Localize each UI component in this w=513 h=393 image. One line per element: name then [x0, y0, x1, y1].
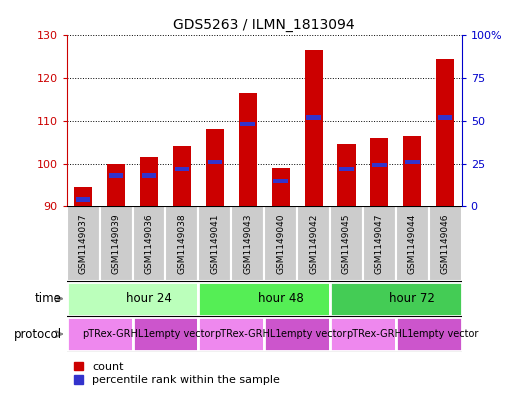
Text: GSM1149047: GSM1149047 — [375, 213, 384, 274]
Bar — [429, 206, 462, 281]
Text: GSM1149044: GSM1149044 — [408, 213, 417, 274]
Bar — [132, 317, 199, 351]
Bar — [305, 50, 323, 206]
Bar — [241, 122, 255, 127]
Bar — [403, 136, 421, 206]
Text: empty vector: empty vector — [281, 329, 346, 339]
Bar — [405, 160, 420, 164]
Bar — [173, 147, 191, 206]
Bar — [372, 163, 387, 167]
Bar — [208, 160, 222, 164]
Bar — [396, 206, 429, 281]
Bar — [436, 59, 455, 206]
Bar — [273, 178, 288, 183]
Text: GSM1149040: GSM1149040 — [276, 213, 285, 274]
Text: hour 24: hour 24 — [126, 292, 172, 305]
Bar — [306, 115, 321, 119]
Title: GDS5263 / ILMN_1813094: GDS5263 / ILMN_1813094 — [173, 18, 355, 31]
Bar — [297, 206, 330, 281]
Bar — [142, 173, 156, 178]
Bar — [338, 144, 356, 206]
Bar — [165, 206, 199, 281]
Text: GSM1149043: GSM1149043 — [243, 213, 252, 274]
Text: GSM1149039: GSM1149039 — [111, 213, 121, 274]
Text: hour 48: hour 48 — [258, 292, 304, 305]
Bar — [107, 163, 125, 206]
Bar — [264, 317, 330, 351]
Bar — [174, 167, 189, 171]
Bar — [67, 317, 132, 351]
Text: protocol: protocol — [13, 327, 62, 341]
Bar — [363, 206, 396, 281]
Bar — [370, 138, 388, 206]
Text: GSM1149045: GSM1149045 — [342, 213, 351, 274]
Bar — [199, 282, 330, 316]
Text: pTRex-GRHL1: pTRex-GRHL1 — [214, 329, 282, 339]
Bar — [109, 173, 123, 178]
Bar — [330, 206, 363, 281]
Bar — [206, 129, 224, 206]
Bar — [132, 206, 165, 281]
Text: GSM1149041: GSM1149041 — [210, 213, 220, 274]
Bar — [271, 168, 290, 206]
Bar — [239, 93, 257, 206]
Bar — [67, 282, 199, 316]
Bar — [231, 206, 264, 281]
Text: empty vector: empty vector — [149, 329, 214, 339]
Text: hour 72: hour 72 — [389, 292, 435, 305]
Bar — [140, 157, 158, 206]
Bar — [67, 206, 100, 281]
Bar — [339, 167, 354, 171]
Bar — [330, 317, 396, 351]
Text: GSM1149038: GSM1149038 — [177, 213, 186, 274]
Text: empty vector: empty vector — [412, 329, 478, 339]
Bar — [264, 206, 297, 281]
Bar — [199, 317, 264, 351]
Text: time: time — [35, 292, 62, 305]
Text: pTRex-GRHL1: pTRex-GRHL1 — [82, 329, 150, 339]
Legend: count, percentile rank within the sample: count, percentile rank within the sample — [72, 360, 282, 387]
Bar — [330, 282, 462, 316]
Bar — [74, 187, 92, 206]
Bar — [396, 317, 462, 351]
Text: GSM1149037: GSM1149037 — [78, 213, 88, 274]
Bar — [438, 115, 452, 119]
Text: GSM1149042: GSM1149042 — [309, 213, 318, 274]
Text: pTRex-GRHL1: pTRex-GRHL1 — [346, 329, 413, 339]
Bar — [100, 206, 132, 281]
Bar — [199, 206, 231, 281]
Bar — [76, 197, 90, 202]
Text: GSM1149046: GSM1149046 — [441, 213, 450, 274]
Text: GSM1149036: GSM1149036 — [145, 213, 153, 274]
